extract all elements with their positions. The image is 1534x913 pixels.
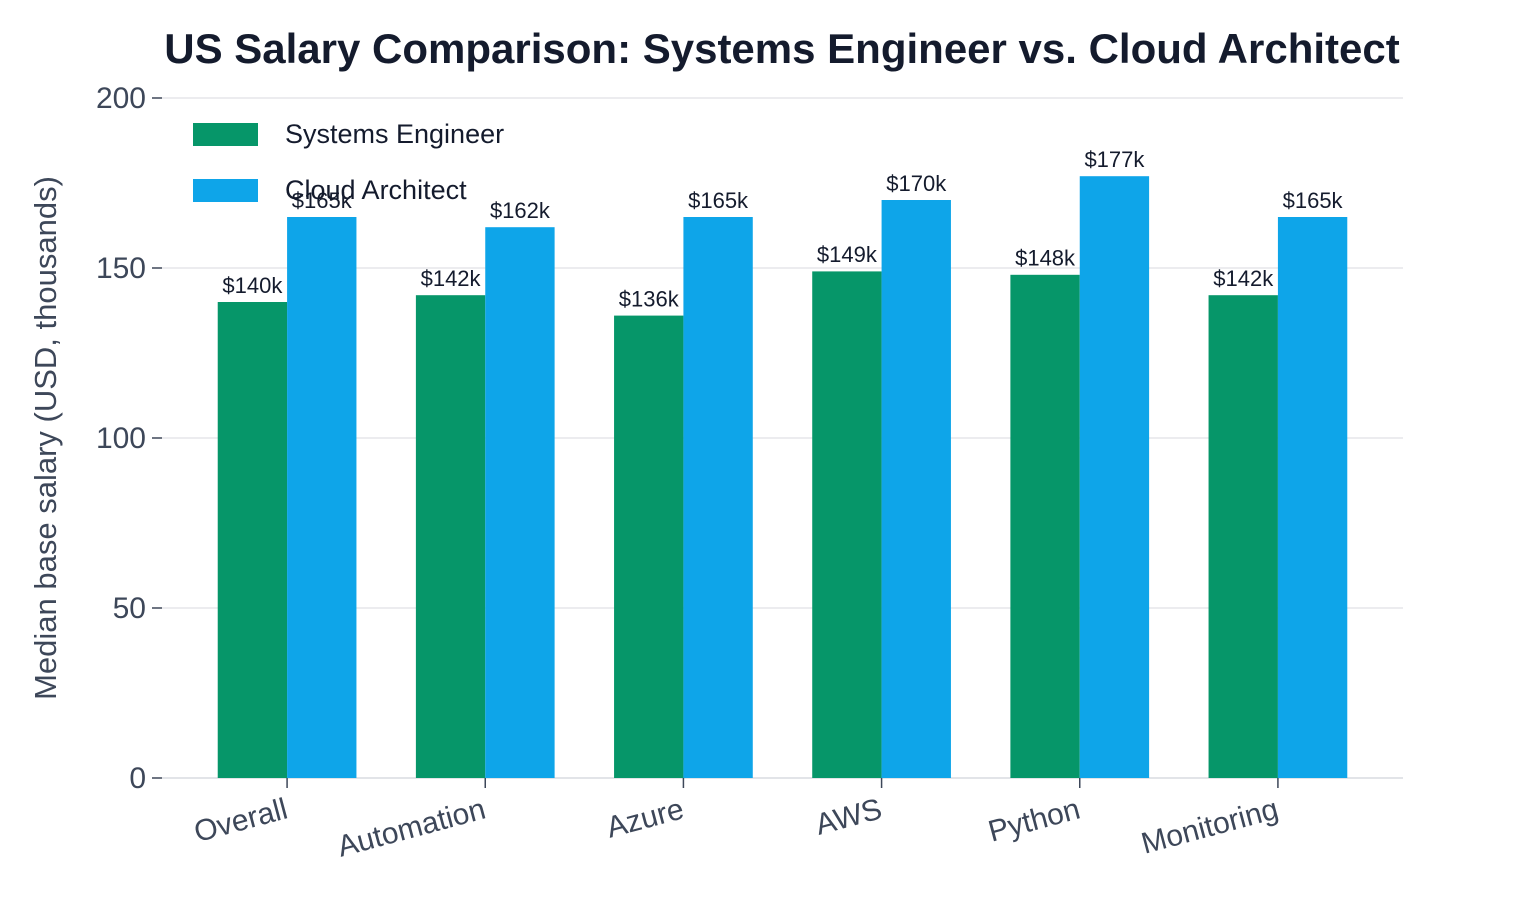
value-label: $165k [292, 188, 353, 213]
bar [812, 271, 882, 778]
value-label: $140k [222, 273, 283, 298]
y-tick-label: 0 [129, 762, 146, 795]
x-tick-label: Monitoring [1138, 793, 1282, 861]
legend-swatch [193, 179, 258, 202]
bar [683, 217, 753, 778]
y-tick-label: 150 [96, 252, 146, 285]
value-label: $165k [688, 188, 749, 213]
x-tick-label: Python [985, 793, 1084, 849]
bar [287, 217, 357, 778]
legend-swatch [193, 123, 258, 146]
x-tick-label: AWS [812, 793, 885, 842]
bar [614, 315, 684, 778]
value-label: $177k [1084, 147, 1145, 172]
value-label: $170k [886, 171, 947, 196]
value-label: $149k [817, 242, 878, 267]
value-label: $165k [1283, 188, 1344, 213]
bar [1208, 295, 1278, 778]
bar [1277, 217, 1348, 778]
bar [485, 227, 555, 778]
x-tick-label: Overall [191, 793, 291, 849]
bar [1079, 176, 1150, 778]
value-label: $142k [421, 266, 482, 291]
bar [217, 302, 288, 778]
legend-label: Cloud Architect [285, 175, 467, 205]
value-label: $136k [619, 286, 680, 311]
value-label: $148k [1015, 246, 1076, 271]
value-label: $162k [490, 198, 551, 223]
chart-title: US Salary Comparison: Systems Engineer v… [164, 25, 1399, 72]
bar [415, 295, 486, 778]
x-tick-label: Automation [334, 793, 489, 864]
bar [881, 200, 951, 778]
y-tick-label: 200 [96, 82, 146, 115]
x-tick-label: Azure [603, 793, 687, 845]
y-tick-label: 50 [113, 592, 146, 625]
y-tick-label: 100 [96, 422, 146, 455]
y-axis-label: Median base salary (USD, thousands) [28, 176, 63, 700]
legend-label: Systems Engineer [285, 119, 504, 149]
value-label: $142k [1213, 266, 1274, 291]
bar [1010, 274, 1080, 778]
